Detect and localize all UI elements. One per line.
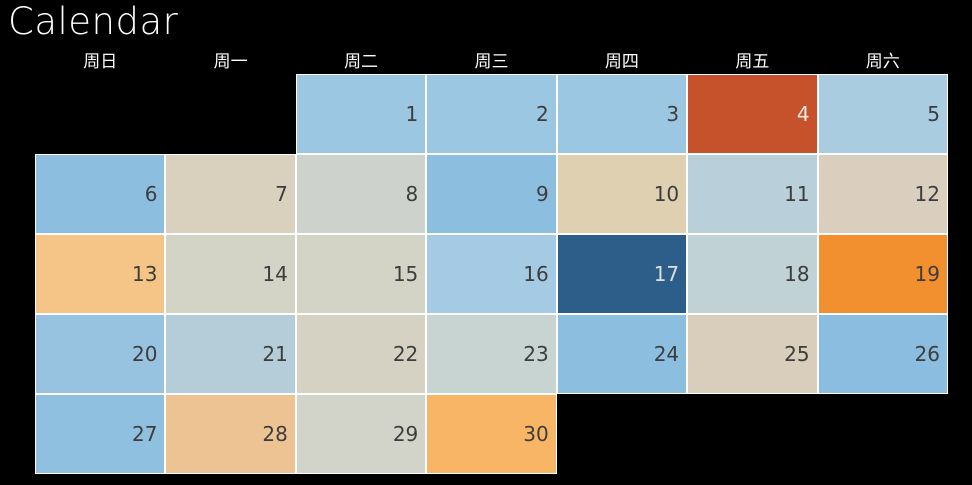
day-cell[interactable]: 26: [817, 314, 948, 394]
day-cell[interactable]: 16: [426, 234, 557, 314]
day-cell[interactable]: 29: [295, 394, 427, 474]
day-number: 15: [392, 262, 419, 286]
day-number: 10: [653, 182, 680, 206]
day-number: 13: [131, 262, 158, 286]
day-cell[interactable]: 8: [295, 154, 427, 234]
day-number: 18: [784, 262, 810, 286]
day-number: 12: [914, 182, 940, 206]
day-cell[interactable]: 15: [295, 234, 427, 314]
day-number: 29: [392, 422, 419, 446]
weekday-header-sat: 周六: [865, 52, 900, 72]
day-number: 19: [914, 262, 940, 286]
day-cell[interactable]: 14: [165, 234, 296, 314]
day-cell[interactable]: 12: [817, 154, 948, 234]
day-number: 1: [405, 102, 419, 126]
day-number: 9: [535, 182, 549, 206]
weekday-header-row: 周日 周一 周二 周三 周四 周五 周六: [35, 50, 948, 74]
weekday-header-wed: 周三: [474, 52, 509, 72]
day-number: 23: [523, 342, 549, 366]
day-cell[interactable]: 2: [426, 74, 557, 154]
day-number: 5: [927, 102, 940, 126]
day-cell[interactable]: 18: [687, 234, 818, 314]
weekday-header-sun: 周日: [83, 52, 118, 72]
day-number: 26: [914, 342, 940, 366]
weekday-header-mon: 周一: [213, 52, 248, 72]
day-cell[interactable]: 21: [165, 314, 296, 394]
day-cell[interactable]: 13: [35, 234, 166, 314]
day-cell[interactable]: 3: [556, 74, 688, 154]
day-number: 3: [666, 102, 680, 126]
day-cell[interactable]: 19: [817, 234, 948, 314]
page-title: Calendar: [8, 0, 179, 43]
day-number: 16: [523, 262, 549, 286]
day-number: 30: [523, 422, 549, 446]
day-number: 6: [144, 182, 158, 206]
day-number: 17: [653, 262, 680, 286]
day-cell[interactable]: 4: [687, 74, 818, 154]
day-number: 27: [131, 422, 158, 446]
day-number: 25: [784, 342, 810, 366]
day-cell[interactable]: 24: [556, 314, 688, 394]
day-number: 7: [275, 182, 288, 206]
day-number: 20: [131, 342, 158, 366]
day-cell[interactable]: 22: [295, 314, 427, 394]
day-number: 28: [262, 422, 288, 446]
day-cell[interactable]: 7: [165, 154, 296, 234]
day-cell[interactable]: 1: [295, 74, 427, 154]
weekday-header-tue: 周二: [344, 52, 379, 72]
day-number: 24: [653, 342, 680, 366]
day-number: 2: [535, 102, 549, 126]
day-cell[interactable]: 11: [687, 154, 818, 234]
day-number: 21: [262, 342, 288, 366]
day-number: 8: [405, 182, 419, 206]
day-cell[interactable]: 23: [426, 314, 557, 394]
day-cell[interactable]: 25: [687, 314, 818, 394]
day-cell[interactable]: 9: [426, 154, 557, 234]
day-number: 11: [784, 182, 810, 206]
day-cell[interactable]: 10: [556, 154, 688, 234]
weekday-header-thu: 周四: [604, 52, 639, 72]
weekday-header-fri: 周五: [735, 52, 770, 72]
day-cell[interactable]: 27: [35, 394, 166, 474]
day-number: 4: [796, 102, 810, 126]
calendar-grid: 1 2 3 4 5 6 7 8 9 10 11 12 13 14 15 16 1…: [35, 74, 948, 474]
day-cell[interactable]: 6: [35, 154, 166, 234]
day-cell[interactable]: 30: [426, 394, 557, 474]
day-number: 22: [392, 342, 419, 366]
day-cell[interactable]: 5: [817, 74, 948, 154]
day-cell[interactable]: 17: [556, 234, 688, 314]
day-number: 14: [262, 262, 288, 286]
day-cell[interactable]: 20: [35, 314, 166, 394]
day-cell[interactable]: 28: [165, 394, 296, 474]
